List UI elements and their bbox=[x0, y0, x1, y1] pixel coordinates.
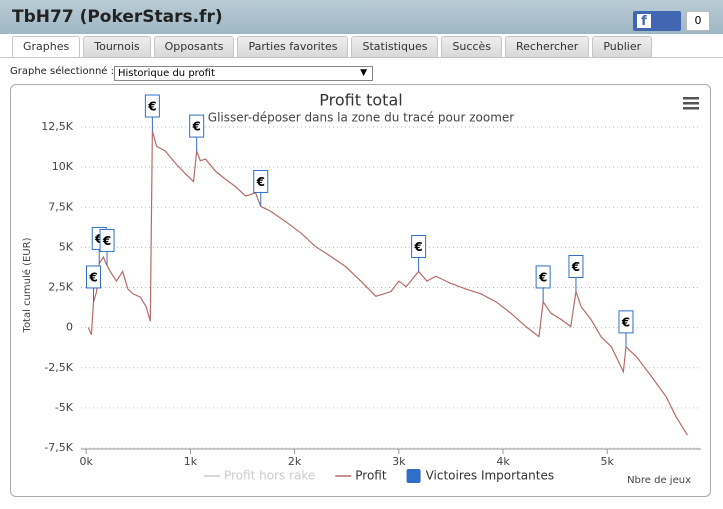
like-button[interactable]: fLike bbox=[633, 11, 681, 48]
select-value: Historique du profit bbox=[118, 68, 215, 79]
flag: € bbox=[618, 310, 634, 347]
y-tick-label: 2,5K bbox=[48, 281, 73, 294]
chart-title: Profit total bbox=[319, 91, 402, 110]
profit-line bbox=[87, 130, 688, 436]
tab[interactable]: Tournois bbox=[83, 36, 151, 57]
y-tick-label: 10K bbox=[52, 160, 74, 173]
tab[interactable]: Rechercher bbox=[505, 36, 590, 57]
flag: € bbox=[86, 265, 102, 302]
y-tick-label: -2,5K bbox=[44, 361, 73, 374]
flag: € bbox=[253, 169, 269, 207]
like-count: 0 bbox=[686, 11, 710, 31]
chart: Profit total Glisser-déposer dans la zon… bbox=[21, 91, 701, 486]
x-tick-label: 5k bbox=[601, 455, 615, 468]
y-tick-label: 12,5K bbox=[41, 120, 73, 133]
tab[interactable]: Opposants bbox=[153, 36, 235, 57]
graph-select[interactable]: Historique du profit ▼ bbox=[114, 66, 373, 81]
x-tick-label: 0k bbox=[80, 455, 94, 468]
selector-label: Graphe sélectionné : bbox=[10, 66, 114, 77]
flag: € bbox=[568, 255, 584, 292]
facebook-icon: f bbox=[637, 14, 651, 29]
x-tick-label: 4k bbox=[496, 455, 510, 468]
flag-label: € bbox=[147, 100, 156, 114]
flag-box bbox=[86, 265, 102, 289]
flag-box bbox=[189, 114, 205, 138]
legend-label[interactable]: Profit hors rake bbox=[224, 469, 315, 483]
flag-box bbox=[535, 265, 551, 289]
flag-label: € bbox=[94, 232, 103, 246]
tab[interactable]: Parties favorites bbox=[237, 36, 349, 57]
flag-label: € bbox=[256, 175, 265, 189]
menu-icon[interactable] bbox=[683, 97, 699, 110]
tab-line bbox=[0, 57, 723, 58]
flag-label: € bbox=[538, 270, 547, 284]
flag: € bbox=[189, 114, 205, 152]
legend-label[interactable]: Profit bbox=[355, 469, 387, 483]
flag: € bbox=[99, 228, 115, 266]
y-tick-label: -5K bbox=[55, 401, 74, 414]
window-title: TbH77 (PokerStars.fr) bbox=[12, 7, 223, 27]
chart-subtitle: Glisser-déposer dans la zone du tracé po… bbox=[208, 111, 514, 125]
flag-label: € bbox=[413, 240, 422, 254]
flag-box bbox=[618, 310, 634, 334]
flag-box bbox=[144, 94, 160, 118]
x-tick-label: 1k bbox=[184, 455, 198, 468]
flag: € bbox=[144, 94, 160, 132]
y-tick-label: 5K bbox=[59, 240, 74, 253]
legend-label[interactable]: Victoires Importantes bbox=[426, 469, 555, 483]
flag-box bbox=[253, 169, 269, 193]
select-arrow: ▼ bbox=[360, 68, 367, 78]
x-axis-label: Nbre de jeux bbox=[627, 475, 691, 486]
flag-label: € bbox=[88, 270, 97, 284]
flag-label: € bbox=[102, 234, 111, 248]
flag-box bbox=[99, 228, 115, 252]
flag-box bbox=[411, 234, 427, 258]
y-tick-label: 7,5K bbox=[48, 200, 73, 213]
x-tick-label: 3k bbox=[392, 455, 406, 468]
flag-box bbox=[568, 255, 584, 279]
chart-box: Profit total Glisser-déposer dans la zon… bbox=[10, 84, 711, 497]
y-tick-label: -7,5K bbox=[44, 441, 73, 454]
tab[interactable]: Statistiques bbox=[351, 36, 439, 57]
flag-label: € bbox=[191, 120, 200, 134]
tab[interactable]: Succès bbox=[441, 36, 503, 57]
tab-bar: Graphes Tournois Opposants Parties favorite… bbox=[12, 36, 653, 58]
plot: €€ €€€€€€€€ bbox=[86, 94, 688, 436]
flag: € bbox=[411, 234, 427, 272]
y-axis-label: Total cumulé (EUR) bbox=[21, 237, 33, 333]
flag: € bbox=[535, 265, 551, 302]
tab[interactable]: Publier bbox=[592, 36, 653, 57]
flag-label: € bbox=[571, 260, 580, 274]
flag-label: € bbox=[621, 315, 630, 329]
header: TbH77 (PokerStars.fr) fLike 0 bbox=[0, 0, 723, 48]
y-tick-label: 0 bbox=[66, 321, 73, 334]
x-tick-label: 2k bbox=[288, 455, 302, 468]
legend-swatch bbox=[406, 469, 421, 483]
tab[interactable]: Graphes bbox=[12, 36, 81, 58]
